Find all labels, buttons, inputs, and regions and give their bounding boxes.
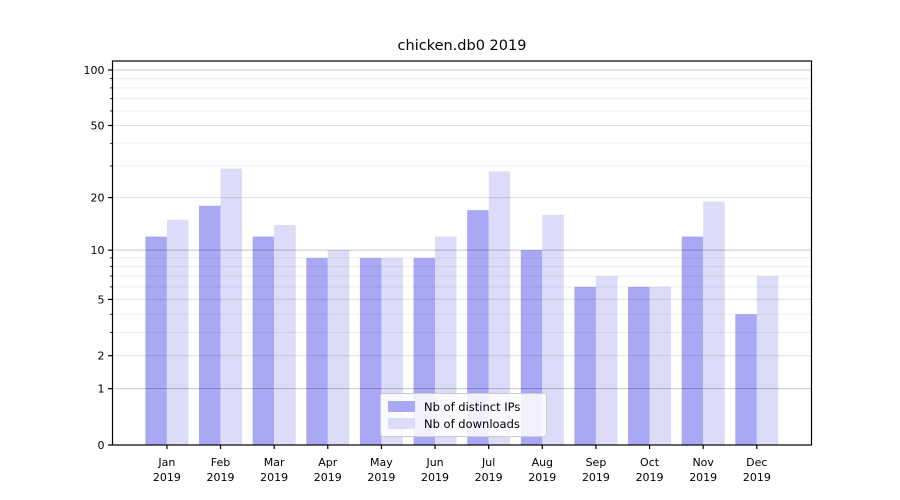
bar-downloads-10 xyxy=(703,201,725,445)
bar-ips-8 xyxy=(574,286,596,445)
x-tick-label-month: Oct xyxy=(640,456,660,469)
x-tick-label-year: 2019 xyxy=(743,471,771,484)
legend-item-downloads: Nb of downloads xyxy=(388,416,538,431)
bar-downloads-3 xyxy=(327,250,350,445)
x-tick-label-month: May xyxy=(370,456,393,469)
bar-downloads-5 xyxy=(435,236,457,445)
y-tick-label: 2 xyxy=(98,350,105,363)
legend-label-downloads: Nb of downloads xyxy=(424,416,520,431)
bar-downloads-11 xyxy=(756,276,779,445)
bar-downloads-6 xyxy=(488,171,511,446)
x-tick-label-year: 2019 xyxy=(689,471,717,484)
y-tick-label: 5 xyxy=(98,293,105,306)
y-tick-label: 50 xyxy=(91,119,105,132)
bar-downloads-7 xyxy=(542,214,564,445)
x-tick-label-year: 2019 xyxy=(528,471,556,484)
y-tick-label: 20 xyxy=(91,191,105,204)
chart-title: chicken.db0 2019 xyxy=(397,38,527,54)
x-tick-label-year: 2019 xyxy=(582,471,610,484)
x-tick-label-month: Aug xyxy=(532,456,553,469)
chart-legend: Nb of distinct IPs Nb of downloads xyxy=(380,393,547,437)
y-tick-label: 0 xyxy=(98,439,105,452)
y-tick-label: 1 xyxy=(98,383,105,396)
x-tick-label-month: Dec xyxy=(746,456,767,469)
bar-downloads-0 xyxy=(166,219,189,445)
bar-ips-1 xyxy=(199,205,221,445)
x-tick-label-year: 2019 xyxy=(421,471,449,484)
legend-swatch-distinct-ips xyxy=(388,401,415,412)
bar-ips-11 xyxy=(735,314,757,445)
x-tick-label-year: 2019 xyxy=(260,471,288,484)
bar-downloads-8 xyxy=(595,276,618,445)
x-tick-label-year: 2019 xyxy=(207,471,235,484)
bar-ips-4 xyxy=(359,257,382,445)
y-tick-label: 100 xyxy=(84,64,105,77)
x-tick-label-month: Sep xyxy=(586,456,607,469)
bar-ips-0 xyxy=(145,236,167,445)
x-tick-label-month: Jun xyxy=(425,456,443,469)
x-tick-label-year: 2019 xyxy=(636,471,664,484)
x-tick-label-month: Apr xyxy=(318,456,338,469)
x-tick-label-month: Jul xyxy=(481,456,495,469)
bar-ips-6 xyxy=(467,210,489,445)
plot-frame xyxy=(111,60,813,446)
x-tick-label-year: 2019 xyxy=(153,471,181,484)
bar-downloads-9 xyxy=(649,286,672,445)
legend-swatch-downloads xyxy=(388,418,415,429)
x-tick-label-month: Nov xyxy=(692,456,714,469)
bar-ips-3 xyxy=(306,257,328,445)
legend-label-distinct-ips: Nb of distinct IPs xyxy=(424,399,521,414)
x-tick-label-month: Feb xyxy=(211,456,230,469)
bar-ips-9 xyxy=(628,286,650,445)
x-tick-label-month: Mar xyxy=(264,456,285,469)
x-tick-label-year: 2019 xyxy=(475,471,503,484)
y-tick-label: 10 xyxy=(91,244,105,257)
bar-ips-10 xyxy=(681,236,704,445)
bar-ips-2 xyxy=(252,236,275,445)
bar-downloads-2 xyxy=(274,224,296,445)
x-tick-label-year: 2019 xyxy=(314,471,342,484)
bar-downloads-1 xyxy=(220,168,243,445)
x-tick-label-month: Jan xyxy=(157,456,175,469)
x-tick-label-year: 2019 xyxy=(367,471,395,484)
legend-item-distinct-ips: Nb of distinct IPs xyxy=(388,399,538,414)
